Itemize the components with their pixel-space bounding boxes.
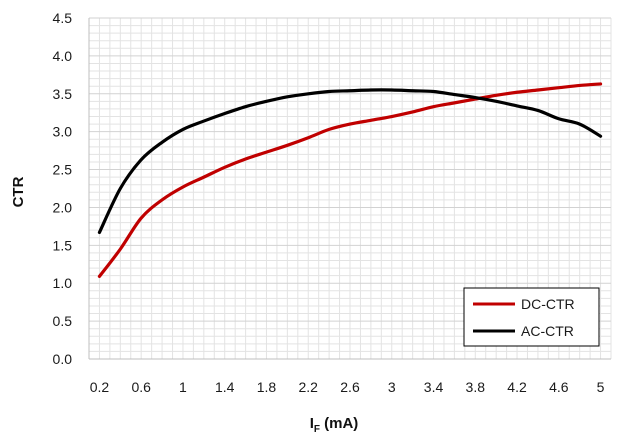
legend-label-ac-ctr: AC-CTR: [521, 323, 574, 339]
y-tick-label: 3.5: [53, 86, 73, 102]
y-tick-label: 2.5: [53, 162, 73, 178]
x-axis-title-subscript: F: [314, 424, 320, 435]
x-tick-label: 3.4: [424, 379, 444, 395]
x-tick-label: 1.8: [257, 379, 277, 395]
x-tick-label: 4.6: [549, 379, 569, 395]
x-axis-title: IF (mA): [310, 415, 359, 435]
x-tick-label: 2.6: [340, 379, 360, 395]
series-line-ac-ctr: [97, 88, 603, 235]
x-axis-title-unit: (mA): [320, 415, 358, 432]
y-tick-label: 0.0: [53, 351, 73, 367]
x-axis-ticks: 0.2 0.6 1 1.4 1.8 2.2 2.6 3 3.4 3.8 4.2 4.6 5: [90, 379, 605, 395]
x-tick-label: 3.8: [466, 379, 486, 395]
x-tick-label: 0.6: [131, 379, 151, 395]
x-tick-label: 0.2: [90, 379, 110, 395]
y-axis-title: CTR: [10, 176, 27, 207]
x-tick-label: 5: [597, 379, 605, 395]
y-axis-ticks: 0.0 0.5 1.0 1.5 2.0 2.5 3.0 3.5 4.0 4.5: [53, 10, 73, 367]
x-tick-label: 2.2: [299, 379, 319, 395]
series-lines: [97, 82, 603, 278]
legend: DC-CTR AC-CTR: [463, 287, 600, 347]
x-tick-label: 1: [179, 379, 187, 395]
y-tick-label: 3.0: [53, 124, 73, 140]
legend-label-dc-ctr: DC-CTR: [521, 296, 575, 312]
y-tick-label: 1.5: [53, 237, 73, 253]
y-tick-label: 4.5: [53, 10, 73, 26]
y-tick-label: 0.5: [53, 313, 73, 329]
y-tick-label: 2.0: [53, 199, 73, 215]
plot-area: [88, 18, 611, 360]
y-tick-label: 4.0: [53, 48, 73, 64]
x-tick-label: 3: [388, 379, 396, 395]
y-tick-label: 1.0: [53, 275, 73, 291]
series-line-dc-ctr: [97, 82, 603, 278]
legend-box: [463, 287, 600, 347]
x-tick-label: 4.2: [507, 379, 527, 395]
x-axis-title-main: I: [310, 415, 314, 432]
x-tick-label: 1.4: [215, 379, 235, 395]
